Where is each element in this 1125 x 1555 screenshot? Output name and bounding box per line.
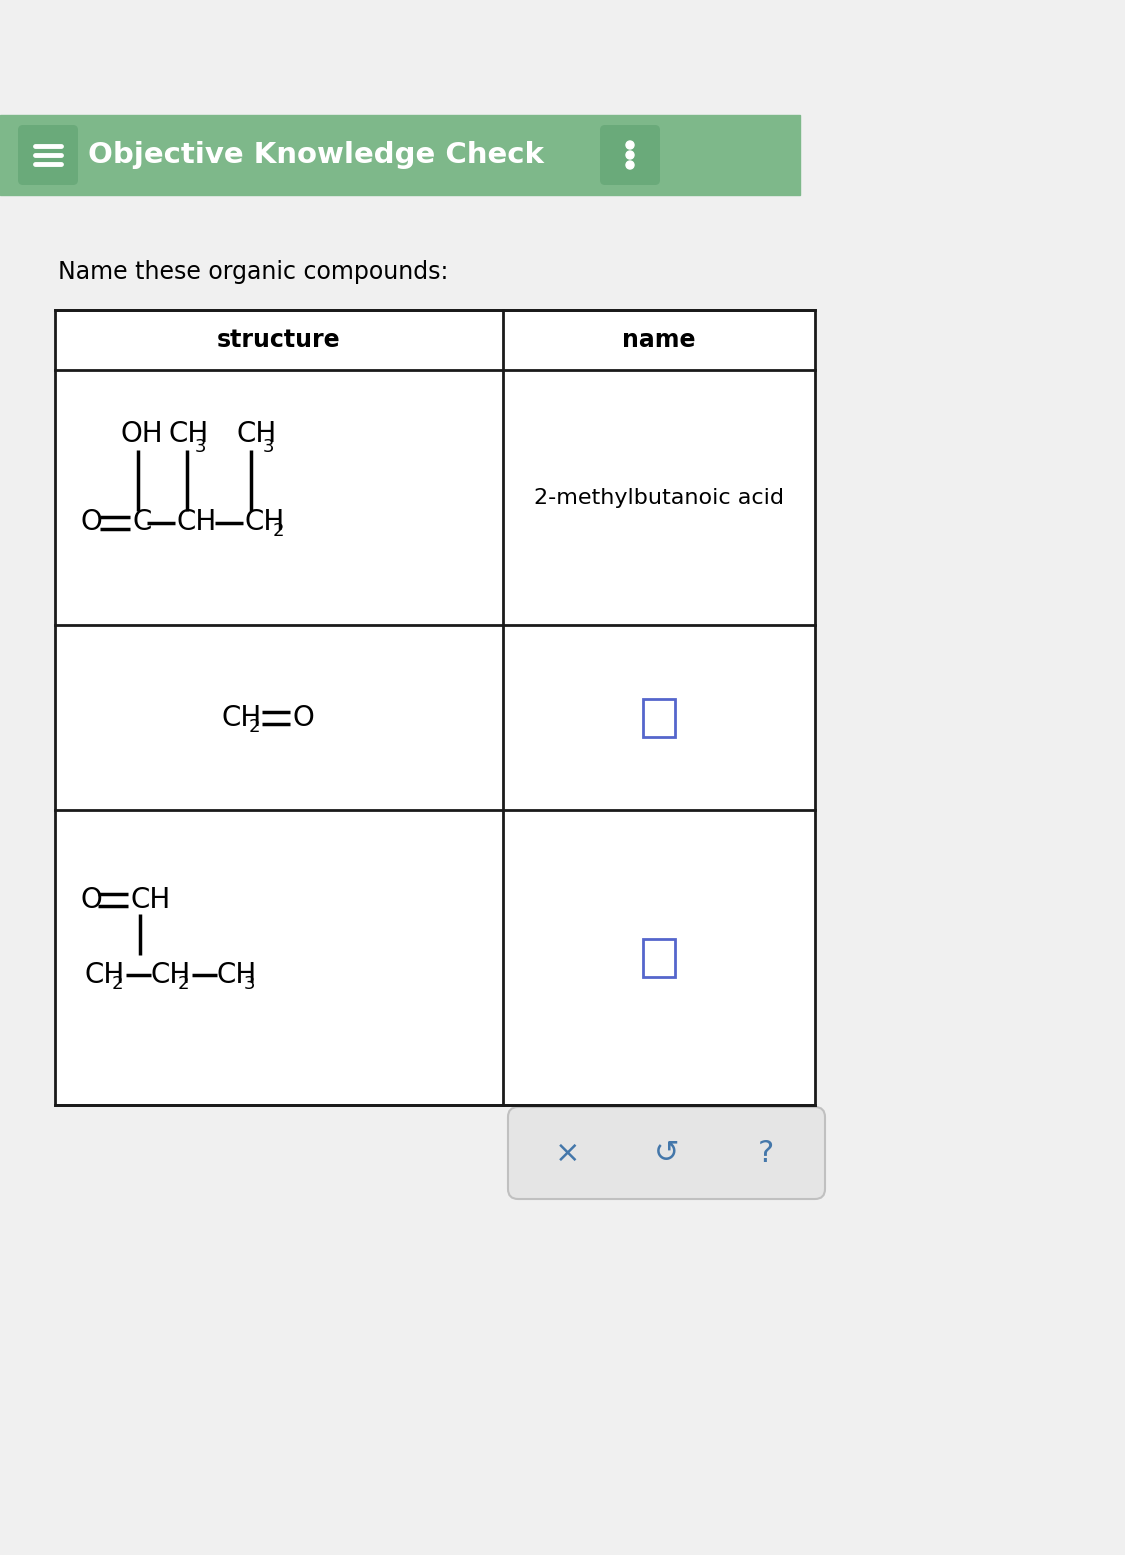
- Circle shape: [626, 151, 634, 159]
- FancyBboxPatch shape: [18, 124, 78, 185]
- Text: Name these organic compounds:: Name these organic compounds:: [58, 260, 449, 285]
- Text: CH: CH: [217, 961, 258, 989]
- Text: CH: CH: [86, 961, 125, 989]
- Text: CH: CH: [245, 508, 286, 536]
- Bar: [0, 115, 800, 194]
- FancyBboxPatch shape: [508, 1107, 825, 1199]
- Text: 2: 2: [112, 975, 124, 994]
- Circle shape: [626, 162, 634, 169]
- Text: 3: 3: [244, 975, 255, 994]
- Text: ↺: ↺: [654, 1138, 680, 1168]
- Bar: [55, 309, 814, 1106]
- Text: 3: 3: [195, 437, 207, 456]
- Bar: [644, 939, 675, 977]
- Text: CH: CH: [237, 420, 277, 448]
- Text: CH: CH: [151, 961, 191, 989]
- Text: ?: ?: [757, 1138, 774, 1168]
- Circle shape: [626, 142, 634, 149]
- Text: CH: CH: [169, 420, 209, 448]
- Bar: [55, 309, 814, 1106]
- Text: structure: structure: [217, 328, 341, 351]
- Text: 2-methylbutanoic acid: 2-methylbutanoic acid: [534, 488, 784, 507]
- Text: OH: OH: [120, 420, 163, 448]
- Text: 2: 2: [273, 522, 285, 541]
- FancyBboxPatch shape: [600, 124, 660, 185]
- Text: O: O: [80, 508, 101, 536]
- Text: CH: CH: [222, 703, 262, 731]
- Bar: [644, 698, 675, 737]
- Text: ×: ×: [555, 1138, 580, 1168]
- Text: 2: 2: [249, 717, 260, 736]
- Text: O: O: [80, 886, 101, 914]
- Text: 3: 3: [263, 437, 274, 456]
- Text: O: O: [292, 703, 314, 731]
- Text: C: C: [132, 508, 152, 536]
- Text: CH: CH: [177, 508, 217, 536]
- Text: CH: CH: [130, 886, 170, 914]
- Text: Objective Knowledge Check: Objective Knowledge Check: [88, 142, 544, 169]
- Text: 2: 2: [178, 975, 189, 994]
- Text: name: name: [622, 328, 695, 351]
